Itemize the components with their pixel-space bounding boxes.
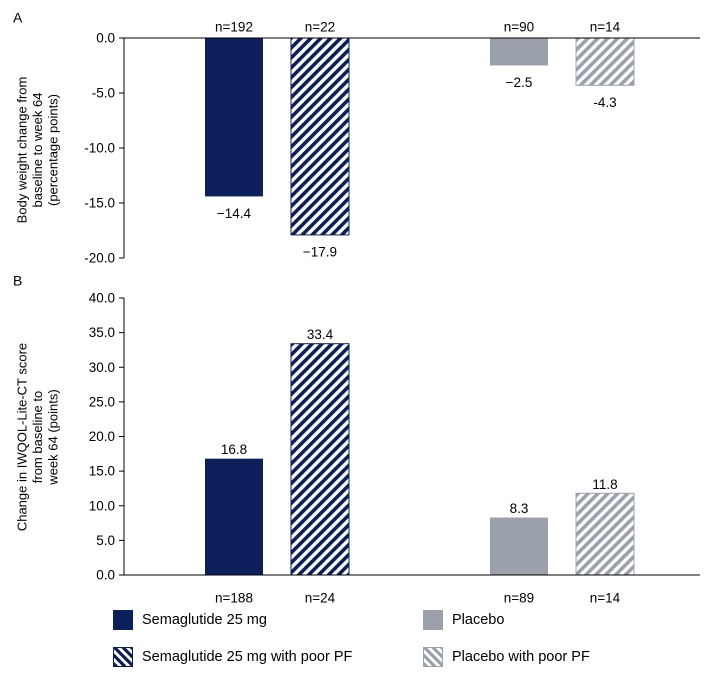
legend-label-semaglutide-poor-pf: Semaglutide 25 mg with poor PF: [142, 649, 353, 665]
y-tick-label: 20.0: [89, 429, 115, 444]
legend-item-semaglutide-poor-pf: Semaglutide 25 mg with poor PF: [113, 647, 352, 667]
panel-b-chart: B Change in IWQOL-Lite-CT scorefrom basel…: [13, 272, 700, 606]
legend-swatch-placebo: [423, 610, 443, 630]
legend-item-placebo: Placebo: [423, 610, 504, 630]
n-label-placebo-poor-pf: n=14: [590, 591, 621, 606]
y-axis-title-line: Body weight change from: [14, 77, 29, 224]
y-tick-label: 30.0: [89, 360, 115, 375]
chart-legend: Semaglutide 25 mg Semaglutide 25 mg with…: [113, 606, 693, 686]
data-label-semaglutide-poor-pf: −17.9: [303, 244, 337, 259]
y-tick-label: 40.0: [89, 291, 115, 306]
y-axis-title-line: (percentage points): [46, 94, 61, 206]
bar-semaglutide-poor-pf: [290, 37, 350, 236]
legend-item-semaglutide: Semaglutide 25 mg: [113, 610, 267, 630]
legend-label-semaglutide: Semaglutide 25 mg: [142, 612, 267, 628]
bar-placebo-poor-pf: [575, 37, 635, 86]
data-label-semaglutide: 16.8: [221, 442, 247, 457]
legend-item-placebo-poor-pf: Placebo with poor PF: [423, 647, 590, 667]
y-tick-label: 25.0: [89, 394, 115, 409]
legend-swatch-placebo-poor-pf: [423, 647, 443, 667]
legend-label-placebo: Placebo: [452, 612, 505, 628]
y-tick-label: -20.0: [84, 251, 115, 266]
bar-placebo: [490, 38, 548, 66]
y-axis-title-line: from baseline to: [30, 391, 45, 484]
legend-swatch-semaglutide: [113, 610, 133, 630]
y-tick-label: -5.0: [92, 86, 115, 101]
bar-semaglutide: [205, 38, 263, 197]
y-tick-label: 35.0: [89, 325, 115, 340]
data-label-placebo: 8.3: [510, 501, 529, 516]
n-label-semaglutide-poor-pf: n=22: [305, 20, 335, 35]
n-label-placebo: n=90: [504, 20, 534, 35]
y-axis-title-line: Change in IWQOL-Lite-CT score: [14, 343, 29, 531]
data-label-placebo-poor-pf: -4.3: [593, 95, 616, 110]
y-tick-label: -10.0: [84, 141, 115, 156]
n-label-semaglutide: n=188: [215, 591, 253, 606]
y-tick-label: 0.0: [96, 568, 115, 583]
y-axis-title: Body weight change frombaseline to week …: [14, 77, 60, 224]
panel-label: A: [13, 9, 23, 25]
y-axis-title-line: week 64 (points): [46, 389, 61, 485]
legend-label-placebo-poor-pf: Placebo with poor PF: [452, 649, 590, 665]
data-label-placebo: −2.5: [506, 75, 533, 90]
legend-swatch-semaglutide-poor-pf: [113, 647, 133, 667]
panel-label: B: [13, 272, 22, 288]
data-label-semaglutide: −14.4: [217, 206, 252, 221]
bar-semaglutide: [205, 458, 263, 575]
panel-a-chart: A Body weight change frombaseline to week…: [13, 9, 700, 266]
y-tick-label: 10.0: [89, 498, 115, 513]
y-axis-title-line: baseline to week 64: [30, 93, 45, 208]
bar-placebo-poor-pf: [575, 492, 635, 576]
y-tick-label: 15.0: [89, 464, 115, 479]
n-label-semaglutide-poor-pf: n=24: [305, 591, 336, 606]
bar-placebo: [490, 517, 548, 575]
n-label-placebo: n=89: [504, 591, 534, 606]
bar-semaglutide-poor-pf: [290, 343, 350, 576]
data-label-semaglutide-poor-pf: 33.4: [307, 327, 334, 342]
y-tick-label: 5.0: [96, 533, 115, 548]
y-tick-label: 0.0: [96, 31, 115, 46]
chart-figure: A Body weight change frombaseline to week…: [13, 9, 700, 606]
y-tick-label: -15.0: [84, 196, 115, 211]
n-label-semaglutide: n=192: [215, 20, 253, 35]
n-label-placebo-poor-pf: n=14: [590, 20, 621, 35]
data-label-placebo-poor-pf: 11.8: [592, 477, 617, 492]
y-axis-title: Change in IWQOL-Lite-CT scorefrom baseli…: [14, 343, 60, 531]
